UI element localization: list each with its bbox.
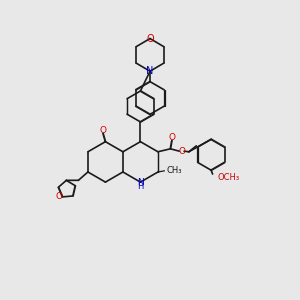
- Text: O: O: [100, 126, 106, 135]
- Text: N: N: [146, 66, 154, 76]
- Text: O: O: [178, 147, 185, 156]
- Text: O: O: [168, 133, 175, 142]
- Text: O: O: [146, 34, 154, 44]
- Text: O: O: [56, 192, 62, 201]
- Text: OCH₃: OCH₃: [218, 172, 240, 182]
- Text: CH₃: CH₃: [166, 166, 182, 175]
- Text: N: N: [137, 178, 144, 187]
- Text: H: H: [137, 182, 144, 191]
